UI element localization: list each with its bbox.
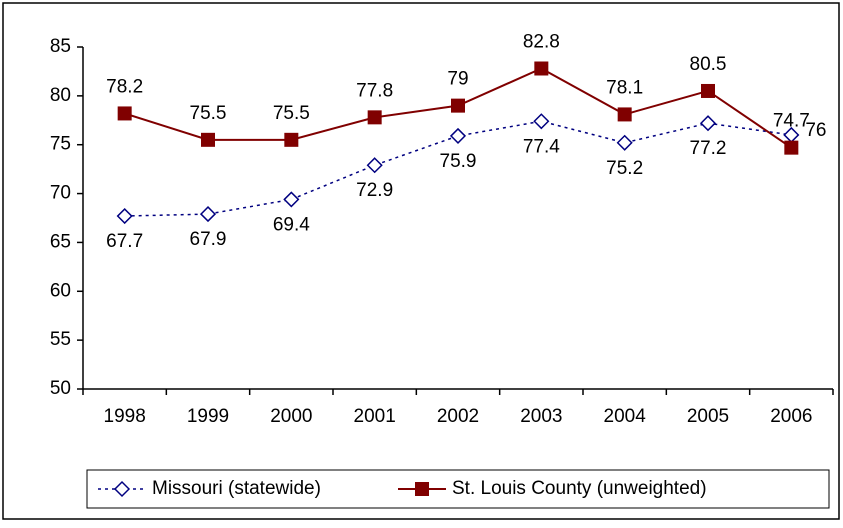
- point-marker: [284, 132, 299, 147]
- data-label: 80.5: [690, 54, 727, 75]
- data-label: 77.8: [356, 80, 393, 101]
- x-tick-label: 1999: [187, 406, 229, 427]
- legend-box: [86, 469, 830, 509]
- point-marker: [201, 132, 215, 147]
- data-label: 74.7: [773, 111, 810, 132]
- point-marker: [451, 98, 465, 113]
- x-tick-label: 2004: [604, 406, 647, 427]
- point-marker: [283, 191, 300, 208]
- x-tick-label: 2002: [437, 406, 479, 427]
- y-tick-label: 75: [50, 134, 71, 155]
- data-label: 75.5: [273, 103, 310, 124]
- y-tick-label: 55: [50, 329, 71, 350]
- y-tick-label: 85: [50, 36, 71, 57]
- point-marker: [117, 106, 132, 121]
- y-tick-label: 80: [50, 85, 71, 106]
- data-label: 67.7: [106, 231, 143, 252]
- point-marker: [784, 140, 799, 155]
- x-tick-label: 2006: [770, 406, 812, 427]
- point-marker: [617, 107, 632, 122]
- point-marker: [699, 115, 717, 132]
- point-marker: [616, 134, 633, 151]
- data-label: 72.9: [356, 180, 393, 201]
- x-tick-label: 2005: [687, 406, 729, 427]
- point-marker: [449, 127, 467, 144]
- legend-label: Missouri (statewide): [152, 478, 321, 499]
- data-label: 78.1: [606, 77, 643, 98]
- point-marker: [367, 110, 382, 125]
- point-marker: [534, 61, 549, 76]
- data-label: 78.2: [106, 76, 143, 97]
- point-marker: [366, 157, 383, 174]
- legend-label: St. Louis County (unweighted): [452, 478, 707, 499]
- chart-border: [2, 2, 840, 520]
- data-label: 69.4: [273, 214, 310, 235]
- point-marker: [701, 83, 715, 98]
- x-tick-label: 2003: [520, 406, 562, 427]
- data-label: 75.2: [606, 158, 643, 179]
- data-label: 77.2: [690, 138, 727, 159]
- point-marker: [533, 113, 550, 130]
- y-tick-label: 50: [50, 378, 71, 399]
- x-tick-label: 2000: [270, 406, 312, 427]
- data-label: 67.9: [190, 229, 227, 250]
- y-tick-label: 70: [50, 183, 71, 204]
- series-line: [124, 120, 792, 217]
- x-tick-label: 1998: [104, 406, 146, 427]
- data-label: 75.9: [440, 151, 477, 172]
- y-tick-label: 65: [50, 231, 71, 252]
- data-label: 79: [447, 69, 468, 90]
- legend-marker: [113, 480, 131, 498]
- data-label: 82.8: [523, 32, 560, 53]
- x-tick-label: 2001: [354, 406, 396, 427]
- y-tick-label: 60: [50, 280, 71, 301]
- point-marker: [199, 206, 217, 223]
- data-label: 75.5: [190, 103, 227, 124]
- data-label: 76: [805, 120, 826, 141]
- legend-marker: [415, 482, 429, 496]
- data-label: 77.4: [523, 136, 560, 157]
- point-marker: [116, 207, 133, 225]
